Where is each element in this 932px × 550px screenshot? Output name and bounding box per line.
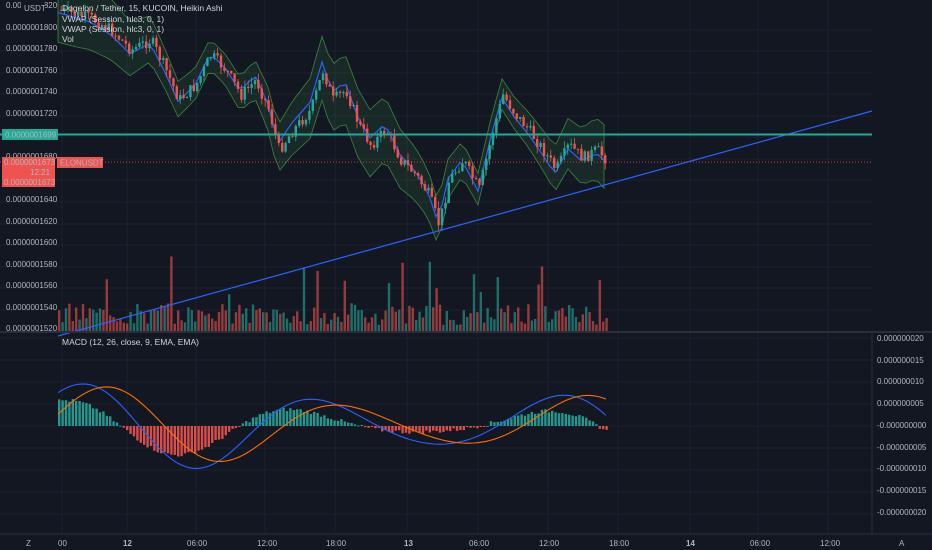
macd-tick: -0.000000000 [877, 421, 927, 430]
signal-line [57, 386, 607, 462]
price-tick: 0.0000001680 [6, 152, 58, 161]
price-tick: 0.0000001540 [6, 303, 58, 312]
hline-price-badge [2, 129, 58, 140]
time-axis[interactable]: 00 12 06:00 12:00 18:00 13 06:00 12:00 1… [58, 539, 841, 548]
price-tick: 0.0000001640 [6, 195, 58, 204]
time-tick: 18:00 [609, 539, 630, 548]
macd-tick: -0.000000010 [877, 464, 927, 473]
vwap-legend-1[interactable]: VWAP (Session, hlc3, 0, 1) [62, 14, 164, 24]
time-tick: 06:00 [187, 539, 208, 548]
time-tick: 12:00 [257, 539, 278, 548]
macd-tick: 0.000000020 [877, 334, 924, 343]
price-tick: 0.0000001620 [6, 217, 58, 226]
trend-line[interactable] [57, 110, 873, 337]
currency-badge[interactable] [21, 2, 45, 13]
last-price-badge [2, 157, 55, 187]
symbol-price-badge [57, 157, 103, 168]
price-tick: 0.0000001600 [6, 238, 58, 247]
price-tick: 0.0000001720 [6, 109, 58, 118]
time-tick: 14 [686, 539, 695, 548]
zoom-icon[interactable]: Z [26, 539, 31, 548]
price-tick: 0.0000001800 [6, 23, 58, 32]
time-tick: 12:00 [820, 539, 841, 548]
macd-tick: -0.000000015 [877, 486, 927, 495]
time-tick: 13 [404, 539, 413, 548]
price-tick: 0.0000001560 [6, 281, 58, 290]
macd-tick: 0.000000005 [877, 399, 924, 408]
volume-legend[interactable]: Vol [62, 34, 74, 44]
time-tick: 12 [123, 539, 132, 548]
time-tick: 00 [58, 539, 67, 548]
price-tick: 0.0000001760 [6, 66, 58, 75]
candlesticks [60, 0, 607, 232]
macd-tick: -0.000000020 [877, 508, 927, 517]
time-tick: 06:00 [469, 539, 490, 548]
price-tick: 0.0000001580 [6, 260, 58, 269]
macd-tick: 0.000000015 [877, 356, 924, 365]
macd-histogram [58, 398, 608, 457]
time-tick: 18:00 [326, 539, 347, 548]
macd-tick: -0.000000005 [877, 443, 927, 452]
currency-label: USDT [24, 4, 46, 13]
vwap-legend-2[interactable]: VWAP (Session, hlc3, 0, 1) [62, 24, 164, 34]
price-tick: 0.0000001780 [6, 44, 58, 53]
countdown-label: 12:21 [30, 168, 51, 177]
price-tick: 0.0000001740 [6, 87, 58, 96]
auto-scale-icon[interactable]: A [899, 539, 905, 548]
symbol-price-name: ELONUSDT [60, 159, 104, 168]
symbol-title[interactable]: Dogelon / Tether, 15, KUCOIN, Heikin Ash… [62, 3, 223, 13]
volume-bars [58, 256, 608, 331]
last-price-label: 0.0000001673 [4, 158, 56, 167]
hline-price-label: 0.0000001699 [5, 131, 57, 140]
macd-axis[interactable]: 0.000000020 0.000000015 0.000000010 0.00… [877, 334, 927, 517]
price-tick: 0.0000001520 [6, 324, 58, 333]
macd-tick: 0.000000010 [877, 377, 924, 386]
time-tick: 06:00 [750, 539, 771, 548]
price-label-2: 0.0000001673 [4, 178, 56, 187]
time-tick: 12:00 [539, 539, 560, 548]
macd-legend[interactable]: MACD (12, 26, close, 9, EMA, EMA) [62, 337, 199, 347]
macd-line [57, 383, 607, 469]
